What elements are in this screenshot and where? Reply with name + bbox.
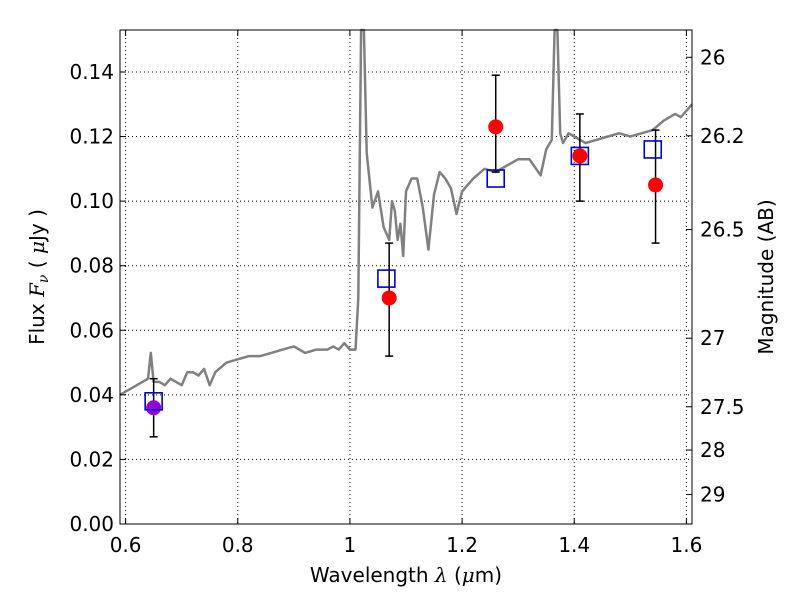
y-tick-label: 0.12 (69, 125, 114, 149)
spectrum-series (119, 28, 693, 396)
x-tick-label: 1.4 (558, 533, 590, 557)
errorbars (149, 74, 660, 438)
y-axis-ticks: 0.00 0.02 0.04 0.06 0.08 0.10 0.12 0.14 (69, 60, 126, 536)
plot-frame (119, 29, 693, 525)
y2-tick-label: 26 (700, 45, 725, 69)
measured-point (146, 400, 162, 416)
model-series (144, 140, 663, 411)
y2-axis-ticks: 26 26.2 26.5 27 27.5 28 29 (686, 45, 745, 507)
x-axis-ticks: 0.6 0.8 1 1.2 1.4 1.6 (110, 30, 702, 557)
x-tick-label: 0.6 (110, 533, 142, 557)
y-axis-label: Flux Fν ( μJy ) (25, 209, 52, 345)
model-point (377, 269, 396, 288)
measured-point (648, 177, 664, 193)
model-point (643, 140, 663, 159)
y2-tick-label: 29 (700, 483, 725, 507)
grid (120, 30, 692, 524)
y-tick-label: 0.10 (69, 189, 114, 213)
y-tick-label: 0.14 (69, 60, 114, 84)
x-tick-label: 0.8 (222, 533, 254, 557)
y-tick-label: 0.08 (69, 254, 114, 278)
y-tick-label: 0.02 (69, 447, 114, 471)
spectrum-line (119, 28, 693, 396)
measured-point (572, 148, 588, 164)
x-tick-label: 1 (344, 533, 357, 557)
y2-tick-label: 26.2 (700, 124, 745, 148)
x-axis-label: Wavelength λ (μm) (310, 563, 502, 587)
model-point (144, 392, 163, 411)
x-tick-label: 1.2 (446, 533, 478, 557)
y2-axis-label: Magnitude (AB) (754, 199, 778, 354)
measured-point (381, 290, 397, 306)
y2-tick-label: 27.5 (700, 395, 745, 419)
y-tick-label: 0.00 (69, 512, 114, 536)
model-point (486, 169, 506, 188)
y-tick-label: 0.04 (69, 383, 114, 407)
measured-series (146, 119, 664, 416)
y-tick-label: 0.06 (69, 318, 114, 342)
y2-tick-label: 27 (700, 326, 725, 350)
x-tick-label: 1.6 (670, 533, 702, 557)
model-point (570, 146, 590, 166)
measured-point (488, 119, 504, 135)
y2-tick-label: 28 (700, 438, 725, 462)
y2-tick-label: 26.5 (700, 218, 745, 242)
